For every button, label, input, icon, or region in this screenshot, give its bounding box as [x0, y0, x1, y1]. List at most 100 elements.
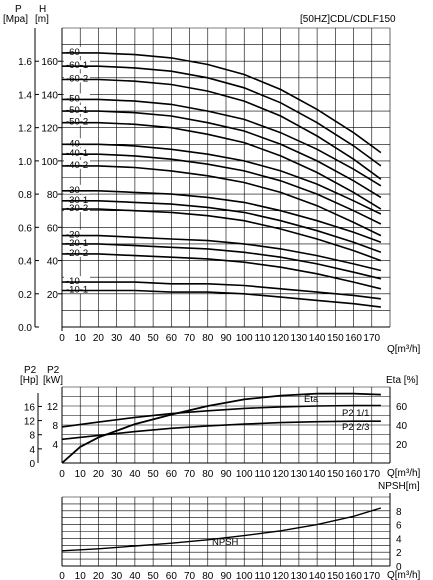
head-curve-label: -10	[66, 276, 80, 287]
curve-p2-2-3	[61, 420, 381, 441]
hp-tick-label: 0	[29, 459, 35, 470]
head-curve-50	[62, 98, 382, 187]
x-tick-label: 120	[272, 469, 289, 480]
x-tick-label: 70	[184, 333, 196, 344]
x-tick-label: 160	[345, 469, 362, 480]
head-curve-50-2	[62, 121, 382, 210]
p2-full-curve-label: P2 1/1	[342, 408, 369, 419]
x-tick-label: 70	[184, 571, 196, 580]
curve-label-bg	[64, 276, 90, 286]
npsh-tick-label: 0	[396, 562, 402, 573]
p-tick-label: 0.8	[18, 190, 32, 201]
power-chart-x-label: Q[m³/h]	[387, 468, 421, 479]
x-tick-label: 170	[363, 469, 380, 480]
head-curve-label: -50	[66, 93, 80, 104]
x-tick-label: 130	[291, 469, 308, 480]
hp-tick-label: 16	[24, 402, 36, 413]
x-tick-label: 70	[184, 469, 196, 480]
x-tick-label: 110	[254, 571, 270, 580]
eta-axis-title: Eta [%]	[386, 375, 418, 386]
x-tick-label: 130	[291, 571, 308, 580]
x-tick-label: 20	[93, 469, 105, 480]
h-axis-unit: [m]	[35, 14, 49, 25]
head-curve-label: -60-2	[66, 73, 88, 84]
head-curve-20-2	[62, 253, 382, 290]
x-tick-label: 40	[129, 571, 141, 580]
p2-kw-unit: [kW]	[43, 375, 63, 386]
p-tick-label: 0.0	[18, 323, 32, 334]
head-curve-60-1	[62, 65, 382, 167]
head-curve-40	[62, 143, 382, 215]
p2-hp-unit: [Hp]	[20, 375, 39, 386]
curve-eta	[61, 392, 381, 464]
curve-label-bg	[64, 159, 90, 169]
x-tick-label: 90	[220, 469, 232, 480]
head-curve-20	[62, 234, 382, 272]
hp-tick-label: 8	[29, 431, 35, 442]
head-curve-40-2	[62, 165, 382, 237]
curve-label-bg	[64, 93, 90, 103]
h-tick-label: 100	[41, 157, 58, 168]
eta-tick-label: 20	[396, 440, 408, 451]
x-tick-label: 140	[309, 469, 326, 480]
p-tick-label: 1.6	[18, 57, 32, 68]
x-tick-label: 20	[93, 571, 105, 580]
x-tick-label: 10	[75, 469, 87, 480]
x-tick-label: 160	[345, 333, 362, 344]
x-tick-label: 130	[291, 333, 308, 344]
eta-tick-label: 60	[396, 402, 408, 413]
x-tick-label: 150	[327, 333, 344, 344]
x-tick-label: 50	[148, 333, 160, 344]
head-curve-label: -20-1	[66, 238, 88, 249]
head-curve-40-1	[62, 153, 382, 225]
curve-label-bg	[64, 203, 90, 213]
h-tick-label: 40	[47, 257, 59, 268]
x-tick-label: 90	[220, 333, 232, 344]
curve-label-bg	[64, 116, 90, 126]
x-tick-label: 0	[59, 571, 65, 580]
x-tick-label: 60	[166, 571, 178, 580]
x-tick-label: 100	[236, 469, 253, 480]
head-curve-20-1	[62, 243, 382, 280]
head-curve-10	[62, 281, 381, 300]
x-tick-label: 20	[93, 333, 105, 344]
head-curve-60	[62, 52, 382, 154]
x-tick-label: 60	[166, 333, 178, 344]
x-tick-label: 100	[236, 571, 253, 580]
curve-label-bg	[64, 284, 90, 294]
head-curve-label: -30-2	[66, 203, 88, 214]
head-curve-label: -30	[66, 185, 80, 196]
h-tick-label: 80	[47, 190, 59, 201]
eta-tick-label: 40	[396, 421, 408, 432]
x-tick-label: 30	[111, 333, 123, 344]
p2-twothirds-curve-label: P2 2/3	[342, 422, 369, 433]
x-tick-label: 40	[129, 333, 141, 344]
curve-label-bg	[64, 73, 90, 83]
h-tick-label: 160	[41, 57, 58, 68]
p2-hp-title: P2	[24, 365, 37, 376]
head-curve-label: -60	[66, 47, 80, 58]
head-curve-10-1	[62, 289, 381, 308]
x-tick-label: 0	[59, 469, 65, 480]
npsh-curve-label: NPSH	[212, 537, 239, 548]
curve-label-bg	[64, 247, 90, 257]
x-tick-label: 110	[254, 333, 270, 344]
x-tick-label: 150	[327, 469, 344, 480]
x-tick-label: 140	[309, 571, 326, 580]
p-axis-unit: [Mpa]	[3, 14, 28, 25]
eta-curve-label: Eta	[304, 394, 319, 405]
npsh-tick-label: 6	[396, 521, 402, 532]
head-curve-30-2	[62, 208, 382, 262]
h-tick-label: 20	[47, 290, 59, 301]
head-curve-label: -40	[66, 138, 80, 149]
x-tick-label: 170	[363, 571, 380, 580]
p-tick-label: 1.0	[18, 157, 32, 168]
curve-label-bg	[64, 148, 90, 158]
x-tick-label: 50	[148, 469, 160, 480]
head-curve-60-2	[62, 78, 382, 180]
npsh-chart-x-label: Q[m³/h]	[387, 570, 421, 580]
head-chart-x-label: Q[m³/h]	[387, 344, 421, 355]
p-tick-label: 1.2	[18, 124, 32, 135]
